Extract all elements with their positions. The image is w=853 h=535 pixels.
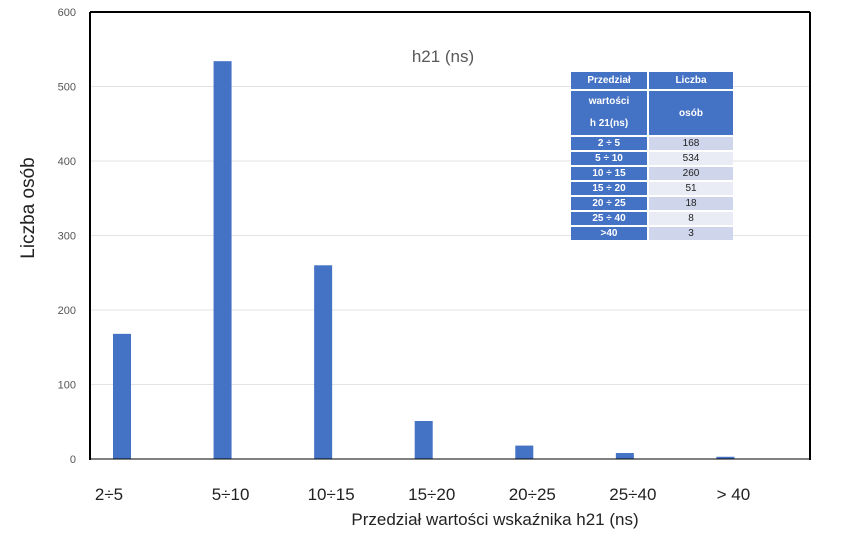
table-header-range-sub: wartości h 21(ns) — [571, 91, 649, 135]
x-axis-title: Przedział wartości wskaźnika h21 (ns) — [351, 510, 638, 529]
bar-6 — [716, 456, 735, 459]
table-cell-range: 20 ÷ 25 — [571, 197, 649, 210]
table-row: 15 ÷ 20 51 — [571, 182, 733, 195]
table-row: 2 ÷ 5 168 — [571, 137, 733, 150]
table-cell-range: >40 — [571, 227, 649, 240]
x-category-label: 2÷5 — [95, 485, 123, 504]
bar-0 — [113, 333, 131, 459]
table-row: 20 ÷ 25 18 — [571, 197, 733, 210]
x-category-label: 5÷10 — [212, 485, 250, 504]
y-tick-label: 200 — [58, 305, 76, 317]
table-cell-count: 168 — [649, 137, 733, 150]
plot-frame — [89, 11, 811, 460]
x-category-label: 20÷25 — [509, 485, 556, 504]
x-category-label: > 40 — [717, 485, 751, 504]
bar-4 — [515, 445, 534, 459]
table-cell-range: 5 ÷ 10 — [571, 152, 649, 165]
table-header-range-line3: h 21(ns) — [589, 118, 629, 129]
y-tick-label: 0 — [70, 454, 76, 466]
y-tick-label: 400 — [58, 156, 76, 168]
bars — [113, 61, 735, 460]
bar-1 — [213, 61, 232, 460]
bar-3 — [414, 421, 433, 459]
table-header-range: Przedział — [571, 72, 649, 89]
table-header-count: Liczba — [649, 72, 733, 89]
y-tick-label: 600 — [58, 7, 76, 19]
data-table: Przedział Liczba wartości h 21(ns) osób … — [571, 70, 733, 242]
table-row: 10 ÷ 15 260 — [571, 167, 733, 180]
y-tick-label: 500 — [58, 82, 76, 94]
table-header-row-2: wartości h 21(ns) osób — [571, 91, 733, 135]
table-cell-count: 260 — [649, 167, 733, 180]
table-cell-count: 51 — [649, 182, 733, 195]
table-header-row-1: Przedział Liczba — [571, 72, 733, 89]
x-category-labels: 2÷5 5÷10 10÷15 15÷20 20÷25 25÷40 > 40 — [95, 485, 750, 504]
table-header-range-line2: wartości — [588, 96, 630, 107]
table-cell-count: 534 — [649, 152, 733, 165]
table-cell-range: 10 ÷ 15 — [571, 167, 649, 180]
table-row: 5 ÷ 10 534 — [571, 152, 733, 165]
table-cell-range: 15 ÷ 20 — [571, 182, 649, 195]
table-cell-range: 2 ÷ 5 — [571, 137, 649, 150]
x-category-label: 25÷40 — [609, 485, 656, 504]
table-row: >40 3 — [571, 227, 733, 240]
y-tick-label: 300 — [58, 231, 76, 243]
table-row: 25 ÷ 40 8 — [571, 212, 733, 225]
table-cell-range: 25 ÷ 40 — [571, 212, 649, 225]
bar-5 — [615, 453, 634, 459]
inner-chart-title: h21 (ns) — [412, 47, 474, 66]
table-cell-count: 18 — [649, 197, 733, 210]
bar-2 — [314, 265, 333, 459]
y-axis-title: Liczba osób — [18, 157, 39, 258]
x-category-label: 15÷20 — [408, 485, 455, 504]
y-tick-labels: 0 100 200 300 400 500 600 — [58, 7, 76, 466]
table-header-count-sub: osób — [649, 91, 733, 135]
table-cell-count: 3 — [649, 227, 733, 240]
table-cell-count: 8 — [649, 212, 733, 225]
y-tick-label: 100 — [58, 380, 76, 392]
table-body: 2 ÷ 5 168 5 ÷ 10 534 10 ÷ 15 260 15 ÷ 20 51 20 ÷… — [571, 137, 733, 240]
x-category-label: 10÷15 — [308, 485, 355, 504]
